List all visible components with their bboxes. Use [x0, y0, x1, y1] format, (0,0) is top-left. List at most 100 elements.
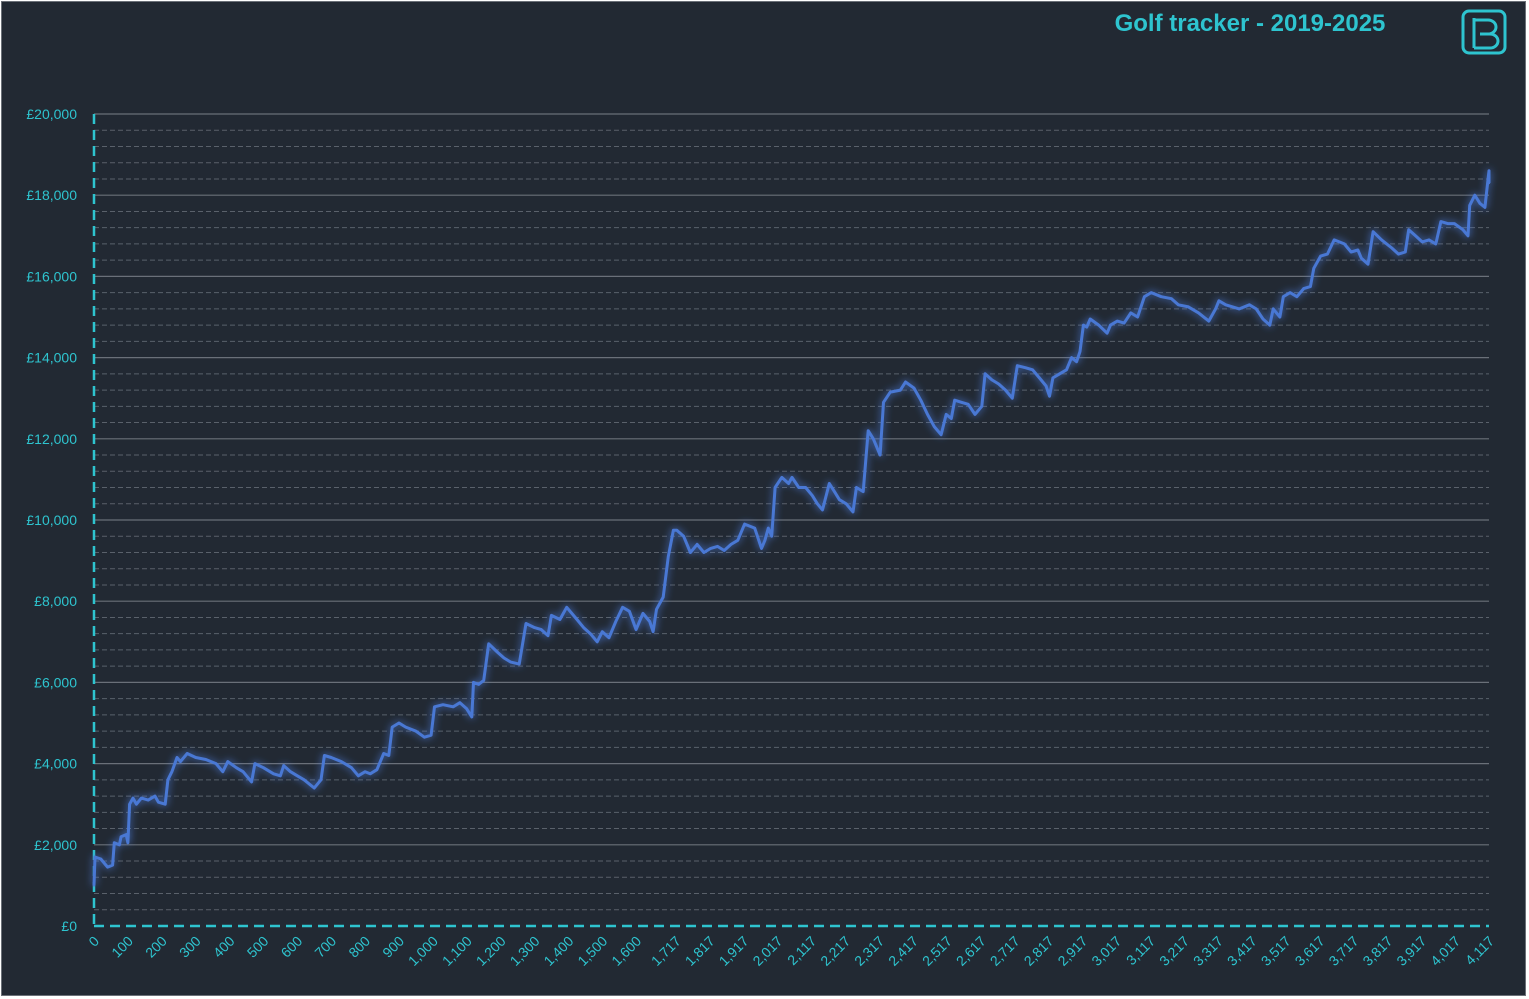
data-point: [540, 628, 543, 631]
data-point: [662, 595, 665, 599]
x-axis-tick-labels: 0 100 200 300 400 500 600 700 800 9001,0001,1001,…: [85, 933, 1497, 969]
data-point: [595, 640, 599, 643]
data-point: [723, 549, 726, 552]
data-point: [926, 413, 929, 416]
x-tick-label: 400: [210, 933, 238, 961]
data-point: [933, 425, 936, 428]
data-point: [821, 508, 824, 512]
data-point: [153, 794, 157, 798]
x-tick-label: 2,617: [953, 933, 989, 969]
data-point: [1343, 242, 1346, 246]
data-point: [767, 526, 770, 530]
data-point: [1088, 317, 1092, 321]
data-point: [682, 535, 685, 538]
data-point: [1404, 250, 1407, 254]
data-point: [253, 762, 257, 765]
data-point: [496, 650, 499, 654]
y-axis-tick-labels: £0 £2,000 £4,000 £6,000 £8,000 £10,000 £12,000…: [26, 106, 77, 934]
data-point: [157, 800, 160, 804]
data-point: [851, 510, 855, 514]
data-point: [387, 754, 390, 757]
data-point: [1038, 376, 1041, 380]
data-point: [973, 413, 977, 416]
data-point: [241, 770, 245, 773]
data-point: [944, 413, 948, 416]
data-point: [1356, 248, 1360, 252]
data-point: [565, 606, 568, 609]
data-point: [980, 405, 983, 408]
data-point: [872, 437, 875, 440]
x-tick-label: 1,600: [608, 933, 644, 969]
x-tick-label: 300: [176, 933, 204, 961]
x-tick-label: 2,417: [885, 933, 921, 969]
x-tick-label: 100: [108, 933, 136, 961]
data-point: [667, 555, 670, 558]
data-point: [1177, 303, 1180, 307]
data-point: [441, 703, 445, 706]
data-point: [1446, 222, 1449, 225]
data-point: [111, 863, 114, 867]
data-point: [99, 857, 102, 861]
x-tick-label: 3,617: [1292, 933, 1328, 969]
data-point: [1024, 366, 1028, 369]
data-point: [382, 752, 385, 755]
data-point: [960, 401, 963, 404]
x-tick-label: 1,200: [473, 933, 509, 969]
data-point: [1075, 360, 1078, 363]
data-point: [1170, 297, 1173, 300]
data-point: [465, 707, 468, 710]
data-point: [509, 660, 512, 664]
y-tick-label: £4,000: [34, 756, 77, 772]
data-point: [1487, 181, 1491, 185]
data-point: [1453, 222, 1456, 225]
data-point: [1390, 246, 1393, 250]
data-point: [648, 620, 651, 623]
x-tick-label: 3,817: [1359, 933, 1395, 969]
data-point: [128, 803, 131, 806]
data-point: [589, 632, 592, 635]
data-point: [1149, 291, 1153, 294]
data-point: [502, 656, 506, 660]
data-point: [861, 490, 865, 493]
x-tick-label: 2,717: [987, 933, 1023, 969]
data-point: [179, 760, 182, 763]
x-tick-label: 2,017: [749, 933, 785, 969]
data-point: [397, 721, 401, 725]
data-point: [1109, 323, 1112, 327]
data-point: [313, 786, 316, 790]
data-point: [695, 543, 699, 546]
data-point: [787, 482, 790, 485]
data-point: [867, 429, 870, 432]
data-point: [1207, 319, 1210, 323]
data-point: [1271, 307, 1275, 311]
data-point: [1295, 295, 1299, 298]
data-point: [204, 758, 208, 761]
data-point: [634, 628, 638, 631]
chart-title: Golf tracker - 2019-2025: [1114, 10, 1386, 37]
data-point: [163, 803, 167, 806]
data-point: [797, 486, 800, 489]
data-point: [119, 835, 123, 838]
y-tick-label: £18,000: [26, 187, 77, 203]
x-tick-label: 600: [278, 933, 306, 961]
data-point: [433, 705, 436, 708]
data-point: [770, 535, 773, 538]
data-point: [753, 526, 756, 530]
data-point: [482, 679, 485, 682]
data-point: [716, 545, 719, 548]
data-point: [340, 760, 343, 763]
gridlines: [94, 113, 1489, 911]
x-tick-label: 1,717: [648, 933, 684, 969]
data-point: [170, 770, 174, 773]
data-point: [451, 705, 455, 708]
y-tick-label: £0: [61, 918, 77, 934]
data-point: [226, 760, 230, 763]
data-point: [558, 618, 562, 621]
data-point: [983, 372, 987, 376]
data-point: [323, 754, 326, 757]
data-point: [1238, 307, 1241, 311]
data-point: [1483, 206, 1487, 209]
x-tick-label: 1,400: [540, 933, 576, 969]
data-point: [1473, 194, 1476, 197]
data-point: [106, 865, 109, 869]
